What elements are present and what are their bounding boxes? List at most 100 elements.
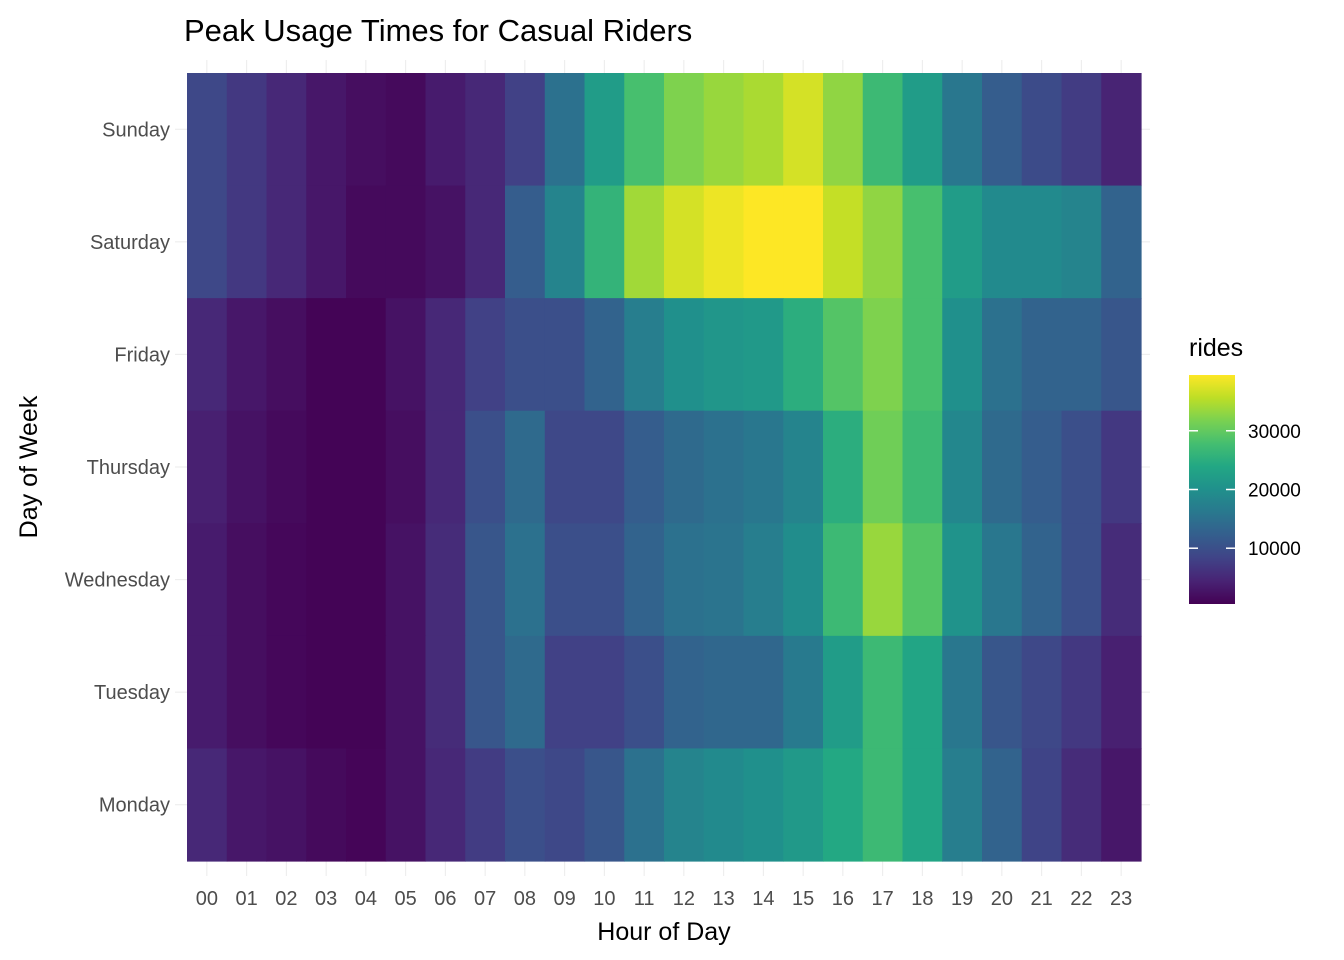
heatmap-cell — [385, 298, 427, 412]
heatmap-cell — [823, 748, 864, 862]
heatmap-cell — [425, 185, 466, 299]
heatmap-cell — [425, 73, 466, 187]
heatmap-cell — [226, 73, 268, 187]
x-tick-label: 14 — [752, 888, 774, 910]
heatmap-cell — [902, 410, 943, 524]
heatmap-cell — [1021, 748, 1063, 862]
heatmap-cell — [465, 298, 506, 412]
heatmap-cell — [544, 635, 586, 750]
x-tick-label: 22 — [1070, 888, 1092, 910]
heatmap-cell — [743, 298, 784, 412]
heatmap-cell — [346, 523, 387, 637]
heatmap-cell — [982, 298, 1023, 412]
heatmap-cell — [465, 185, 506, 299]
heatmap-cell — [743, 185, 784, 299]
heatmap-cell — [1061, 523, 1102, 637]
heatmap-cell — [862, 635, 904, 750]
heatmap-cell — [385, 185, 427, 299]
heatmap-cell — [624, 73, 665, 187]
y-tick-label: Wednesday — [65, 570, 170, 592]
heatmap-cell — [187, 410, 228, 524]
heatmap-cell — [862, 185, 904, 299]
heatmap-cell — [664, 73, 705, 187]
x-tick-label: 08 — [514, 888, 536, 910]
heatmap-cell — [1101, 298, 1142, 412]
heatmap-cell — [465, 410, 506, 524]
legend-ticks: 10000 20000 30000 — [1189, 422, 1301, 560]
heatmap-cell — [1061, 635, 1102, 750]
heatmap-cell — [306, 185, 347, 299]
heatmap-cell — [624, 185, 665, 299]
heatmap-cell — [862, 748, 904, 862]
heatmap-cell — [664, 298, 705, 412]
heatmap-cell — [1061, 298, 1102, 412]
heatmap-cell — [823, 298, 864, 412]
y-tick-label: Thursday — [87, 457, 170, 479]
heatmap-cell — [1101, 185, 1142, 299]
heatmap-cell — [584, 748, 625, 862]
heatmap-cell — [306, 748, 347, 862]
heatmap-cell — [306, 635, 347, 750]
heatmap-cell — [823, 410, 864, 524]
x-tick-label: 13 — [713, 888, 735, 910]
heatmap-cell — [624, 748, 665, 862]
x-axis-title: Hour of Day — [597, 918, 731, 946]
heatmap-cell — [743, 410, 784, 524]
x-tick-label: 09 — [554, 888, 576, 910]
heatmap-cell — [783, 748, 824, 862]
heatmap-cell — [187, 73, 228, 187]
heatmap-cell — [902, 523, 943, 637]
heatmap-cell — [664, 185, 705, 299]
heatmap-cell — [544, 185, 586, 299]
heatmap-cell — [862, 298, 904, 412]
heatmap-cell — [226, 523, 268, 637]
x-tick-label: 00 — [196, 888, 218, 910]
heatmap-cell — [226, 185, 268, 299]
x-tick-label: 05 — [395, 888, 417, 910]
heatmap-cell — [624, 410, 665, 524]
heatmap-cell — [505, 748, 546, 862]
heatmap-cell — [1101, 410, 1142, 524]
heatmap-cell — [385, 748, 427, 862]
heatmap-cell — [1021, 73, 1063, 187]
heatmap-cell — [902, 748, 943, 862]
heatmap-cell — [703, 73, 745, 187]
heatmap-cell — [544, 73, 586, 187]
heatmap-cell — [226, 748, 268, 862]
x-tick-label: 03 — [315, 888, 337, 910]
heatmap-cell — [624, 298, 665, 412]
heatmap-cell — [703, 410, 745, 524]
heatmap-cell — [544, 410, 586, 524]
legend: rides 10000 20000 30000 — [1189, 334, 1301, 604]
heatmap-cell — [306, 410, 347, 524]
heatmap-cell — [385, 523, 427, 637]
heatmap-cell — [1021, 410, 1063, 524]
heatmap-cell — [982, 635, 1023, 750]
heatmap-cell — [584, 635, 625, 750]
heatmap-cell — [385, 410, 427, 524]
heatmap-cell — [862, 523, 904, 637]
heatmap-cell — [664, 410, 705, 524]
heatmap-cell — [1061, 410, 1102, 524]
y-axis-title: Day of Week — [15, 395, 43, 538]
heatmap-cell — [346, 298, 387, 412]
heatmap-cell — [862, 410, 904, 524]
heatmap-cell — [664, 523, 705, 637]
heatmap-cell — [743, 523, 784, 637]
heatmap-cell — [425, 748, 466, 862]
heatmap-cell — [902, 635, 943, 750]
x-tick-label: 01 — [236, 888, 258, 910]
y-tick-label: Friday — [114, 344, 170, 366]
heatmap-cell — [942, 523, 983, 637]
heatmap-cell — [783, 185, 824, 299]
heatmap-cell — [584, 523, 625, 637]
heatmap-cell — [624, 523, 665, 637]
heatmap-cell — [465, 635, 506, 750]
heatmap-cell — [346, 73, 387, 187]
heatmap-cell — [1021, 523, 1063, 637]
heatmap-cell — [505, 185, 546, 299]
heatmap-cell — [465, 748, 506, 862]
x-tick-label: 21 — [1031, 888, 1053, 910]
heatmap-cell — [664, 748, 705, 862]
heatmap-cell — [862, 73, 904, 187]
